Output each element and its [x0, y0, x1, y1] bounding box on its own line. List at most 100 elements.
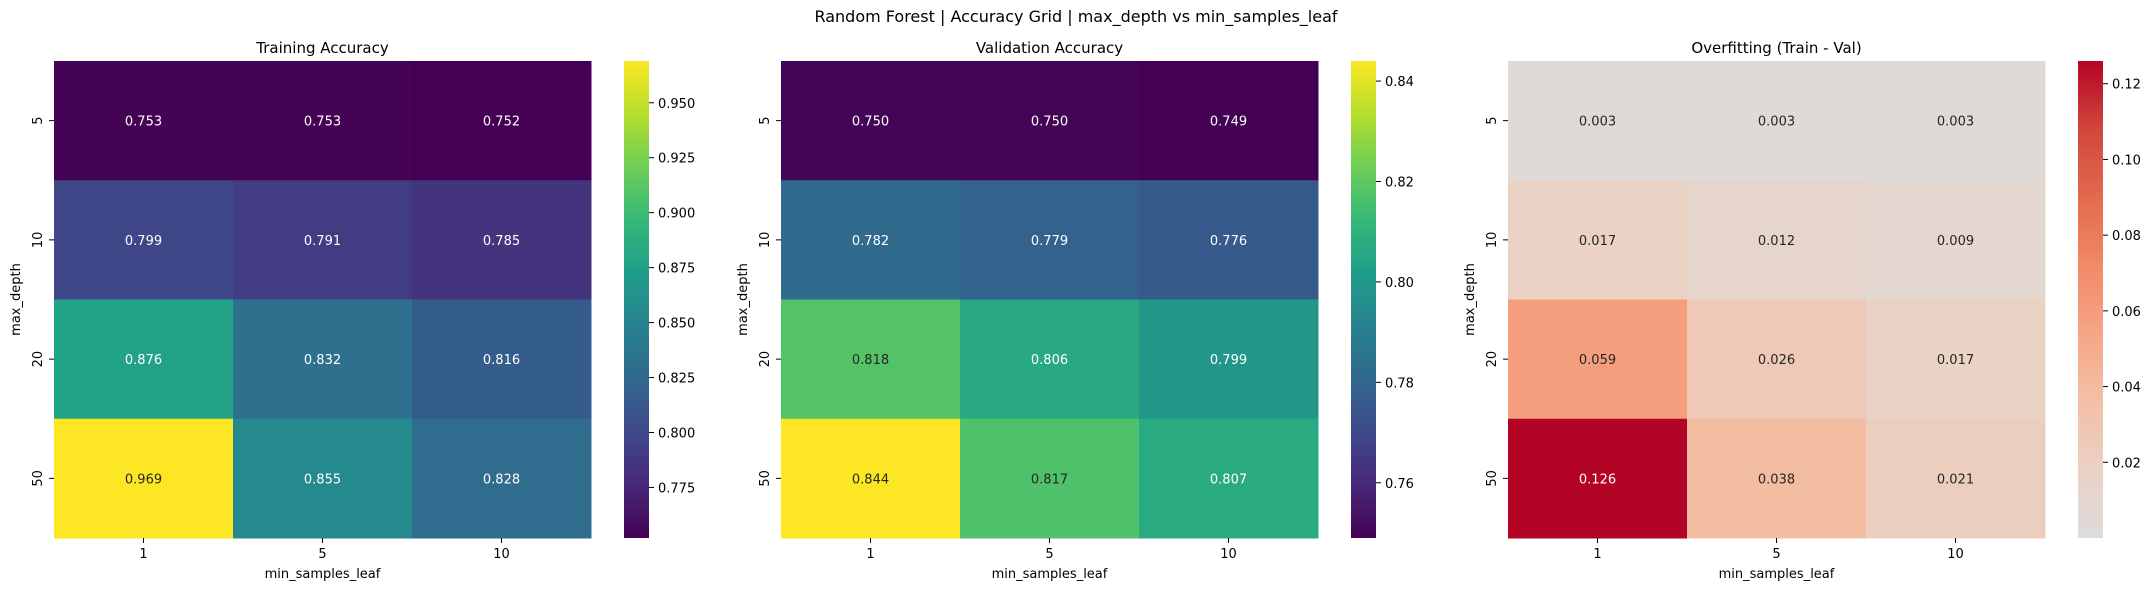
colorbar-tick-label: 0.900 — [658, 207, 695, 222]
y-tick-label: 50 — [1485, 470, 1500, 487]
colorbar-tick-label: 0.78 — [1385, 376, 1414, 391]
x-tick-label: 5 — [1772, 547, 1780, 562]
x-tick-label: 1 — [139, 547, 147, 562]
colorbar-tick-label: 0.76 — [1385, 477, 1414, 492]
heatmap-cell — [781, 61, 961, 181]
heatmap-cell — [781, 418, 961, 539]
heatmap-cell — [54, 418, 234, 539]
y-tick-label: 5 — [1485, 116, 1500, 124]
cell-value-label: 0.818 — [852, 353, 889, 368]
heatmap-cell — [960, 61, 1140, 181]
colorbar-tick-label: 0.84 — [1385, 75, 1414, 90]
cell-value-label: 0.038 — [1758, 472, 1795, 487]
cell-value-label: 0.012 — [1758, 234, 1795, 249]
heatmap-cell — [412, 418, 592, 539]
y-tick-label: 20 — [31, 351, 46, 368]
y-tick-label: 50 — [31, 470, 46, 487]
cell-value-label: 0.753 — [304, 115, 341, 130]
heatmap-cell — [1687, 61, 1867, 181]
colorbar-tick-label: 0.04 — [2112, 381, 2141, 396]
heatmap-cell — [54, 299, 234, 420]
panel-title: Training Accuracy — [255, 39, 389, 57]
x-axis-label: min_samples_leaf — [1719, 567, 1835, 582]
colorbar-tick-label: 0.800 — [658, 426, 695, 441]
cell-value-label: 0.799 — [125, 234, 162, 249]
heatmap-cell — [960, 180, 1140, 300]
colorbar — [2078, 61, 2103, 538]
x-tick-label: 10 — [493, 547, 510, 562]
heatmap-cell — [1139, 418, 1319, 539]
heatmap-cell — [960, 418, 1140, 539]
heatmap-cell — [1687, 418, 1867, 539]
colorbar-tick-label: 0.950 — [658, 97, 695, 112]
cell-value-label: 0.126 — [1579, 472, 1616, 487]
y-axis-label: max_depth — [9, 263, 24, 336]
y-tick-label: 20 — [1485, 351, 1500, 368]
colorbar — [624, 61, 649, 538]
cell-value-label: 0.828 — [483, 472, 520, 487]
heatmap-cell — [233, 418, 413, 539]
heatmap-cell — [1508, 61, 1688, 181]
cell-value-label: 0.832 — [304, 353, 341, 368]
cell-value-label: 0.855 — [304, 472, 341, 487]
y-tick-label: 5 — [758, 116, 773, 124]
cell-value-label: 0.776 — [1210, 234, 1247, 249]
colorbar-tick-label: 0.02 — [2112, 456, 2141, 471]
cell-value-label: 0.003 — [1758, 115, 1795, 130]
heatmap-cell — [1508, 180, 1688, 300]
heatmap-cell — [233, 61, 413, 181]
y-tick-label: 20 — [758, 351, 773, 368]
heatmap-cell — [1687, 299, 1867, 420]
heatmap-cell — [412, 61, 592, 181]
cell-value-label: 0.816 — [483, 353, 520, 368]
x-tick-label: 10 — [1220, 547, 1237, 562]
cell-value-label: 0.003 — [1937, 115, 1974, 130]
colorbar-tick-label: 0.08 — [2112, 229, 2141, 244]
heatmap-cell — [960, 299, 1140, 420]
heatmap-cell — [233, 299, 413, 420]
colorbar — [1351, 61, 1376, 538]
colorbar-tick-label: 0.775 — [658, 481, 695, 496]
heatmap-cell — [1139, 180, 1319, 300]
x-axis-label: min_samples_leaf — [265, 567, 381, 582]
suptitle: Random Forest | Accuracy Grid | max_dept… — [814, 7, 1337, 27]
heatmap-cell — [1687, 180, 1867, 300]
y-tick-label: 10 — [1485, 232, 1500, 249]
heatmap-cell — [1508, 418, 1688, 539]
cell-value-label: 0.876 — [125, 353, 162, 368]
cell-value-label: 0.782 — [852, 234, 889, 249]
cell-value-label: 0.806 — [1031, 353, 1068, 368]
heatmap-panel-1: Training Accuracy 0.753 0.753 0.752 0.799 0.7… — [9, 39, 695, 582]
x-tick-label: 1 — [866, 547, 874, 562]
cell-value-label: 0.969 — [125, 472, 162, 487]
cell-value-label: 0.017 — [1937, 353, 1974, 368]
y-tick-label: 10 — [31, 232, 46, 249]
heatmap-cell — [1866, 299, 2046, 420]
heatmap-cell — [1866, 180, 2046, 300]
colorbar-tick-label: 0.12 — [2112, 78, 2141, 93]
cell-value-label: 0.750 — [1031, 115, 1068, 130]
cell-value-label: 0.750 — [852, 115, 889, 130]
y-axis-label: max_depth — [736, 263, 751, 336]
cell-value-label: 0.791 — [304, 234, 341, 249]
cell-value-label: 0.807 — [1210, 472, 1247, 487]
colorbar-tick-label: 0.925 — [658, 152, 695, 167]
x-tick-label: 5 — [318, 547, 326, 562]
heatmap-cell — [1139, 299, 1319, 420]
panel-title: Validation Accuracy — [976, 39, 1123, 57]
heatmap-cell — [412, 299, 592, 420]
colorbar-tick-label: 0.850 — [658, 317, 695, 332]
heatmap-cell — [1866, 418, 2046, 539]
cell-value-label: 0.799 — [1210, 353, 1247, 368]
cell-value-label: 0.059 — [1579, 353, 1616, 368]
heatmap-cell — [54, 61, 234, 181]
colorbar-tick-label: 0.80 — [1385, 276, 1414, 291]
panel-title: Overfitting (Train - Val) — [1691, 39, 1861, 57]
colorbar-tick-label: 0.825 — [658, 372, 695, 387]
x-tick-label: 1 — [1593, 547, 1601, 562]
y-tick-label: 50 — [758, 470, 773, 487]
cell-value-label: 0.021 — [1937, 472, 1974, 487]
